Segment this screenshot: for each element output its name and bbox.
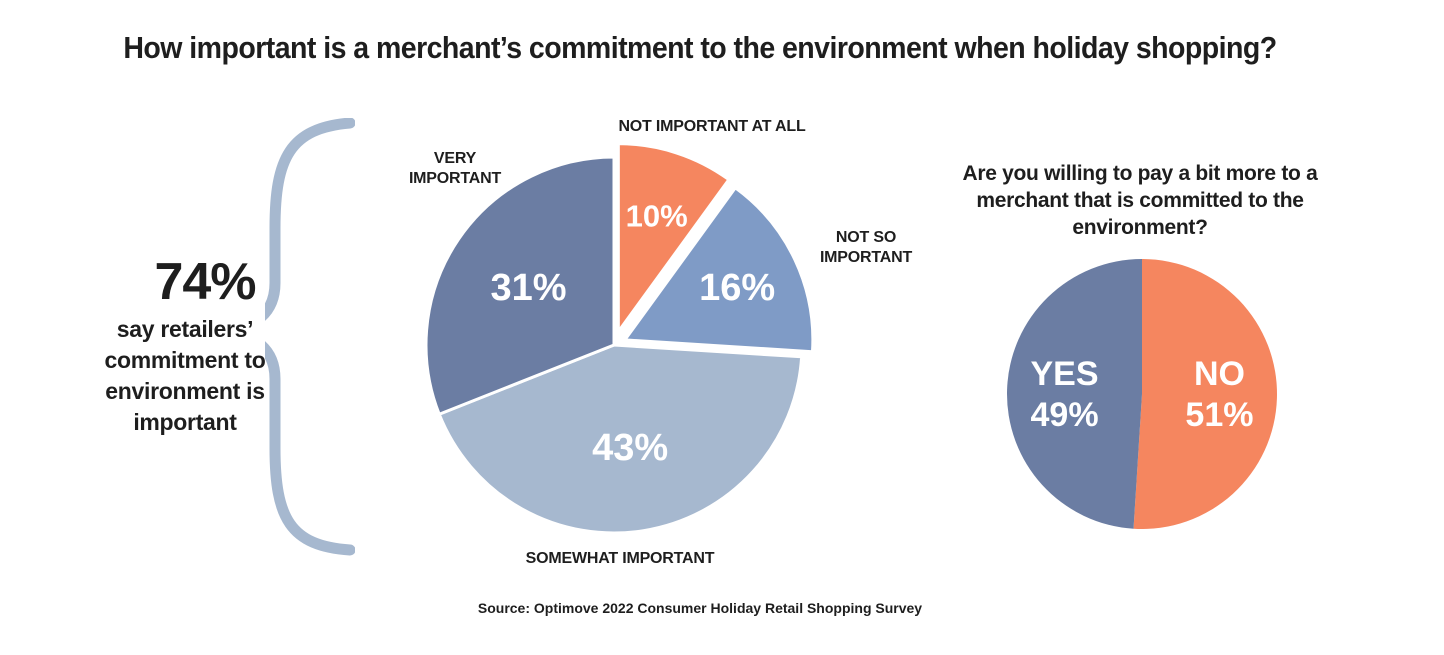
category-label-no: NO: [1194, 355, 1245, 393]
slice-not-important-at-all: [616, 142, 731, 337]
value-label-yes: 49%: [1031, 396, 1099, 434]
source-note: Source: Optimove 2022 Consumer Holiday R…: [477, 600, 923, 616]
chart-title: How important is a merchant’s commitment…: [123, 30, 1277, 65]
slice-label-not-important-at-all: NOT IMPORTANT AT ALL: [618, 118, 806, 135]
slice-no: [1133, 259, 1278, 529]
category-label-yes: YES: [1031, 355, 1099, 393]
second-chart-question: Are you willing to pay a bit more to a m…: [962, 162, 1318, 239]
callout-text: say retailers’ commitment to environment…: [104, 316, 266, 435]
value-label-no: 51%: [1185, 396, 1253, 434]
value-label-not-so-important: 16%: [699, 267, 775, 309]
value-label-very-important: 31%: [490, 267, 566, 309]
slice-label-not-so-important: NOT SO IMPORTANT: [819, 229, 913, 266]
slice-yes: [1007, 259, 1142, 529]
slice-label-somewhat-important: SOMEWHAT IMPORTANT: [525, 550, 715, 567]
pie-importance: 10% 16% 43% 31%: [424, 142, 815, 535]
curly-brace-icon: [265, 118, 355, 556]
slice-label-very-important: VERY IMPORTANT: [408, 150, 502, 187]
value-label-not-important-at-all: 10%: [626, 199, 688, 234]
slice-very-important: [424, 155, 616, 417]
slice-not-so-important: [622, 185, 815, 354]
slice-somewhat-important: [437, 343, 804, 535]
callout-value: 74%: [154, 253, 256, 311]
value-label-somewhat-important: 43%: [592, 427, 668, 469]
